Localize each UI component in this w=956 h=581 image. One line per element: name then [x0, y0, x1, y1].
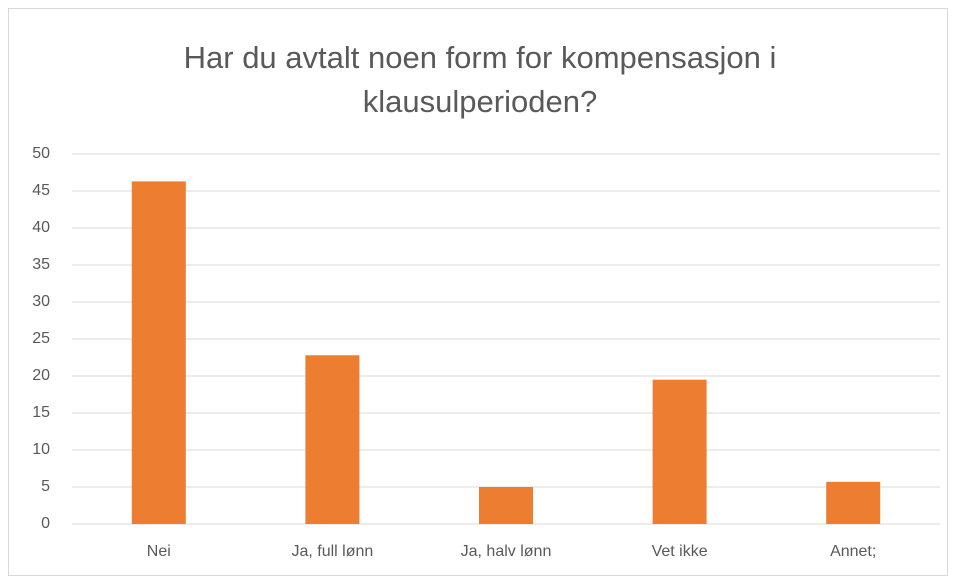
bar: [826, 481, 881, 524]
y-tick-label: 20: [32, 367, 50, 384]
x-tick-label: Ja, halv lønn: [461, 543, 552, 560]
y-tick-label: 10: [32, 441, 50, 458]
bar: [479, 487, 533, 524]
bar: [131, 181, 186, 524]
bar: [305, 355, 360, 524]
y-tick-label: 25: [32, 330, 50, 347]
y-tick-label: 35: [32, 256, 50, 273]
x-tick-label: Annet;: [830, 543, 876, 560]
y-tick-label: 40: [32, 219, 50, 236]
x-tick-label: Ja, full lønn: [291, 543, 373, 560]
y-tick-label: 45: [32, 182, 50, 199]
chart-title: Har du avtalt noen form for kompensasjon…: [183, 40, 777, 119]
chart-border: [8, 8, 948, 576]
y-tick-label: 30: [32, 293, 50, 310]
y-tick-label: 50: [32, 145, 50, 162]
x-tick-label: Vet ikke: [652, 543, 708, 560]
bar: [652, 379, 707, 524]
y-tick-label: 15: [32, 404, 50, 421]
y-tick-label: 5: [41, 478, 50, 495]
x-tick-label: Nei: [147, 543, 171, 560]
y-tick-label: 0: [41, 515, 50, 532]
